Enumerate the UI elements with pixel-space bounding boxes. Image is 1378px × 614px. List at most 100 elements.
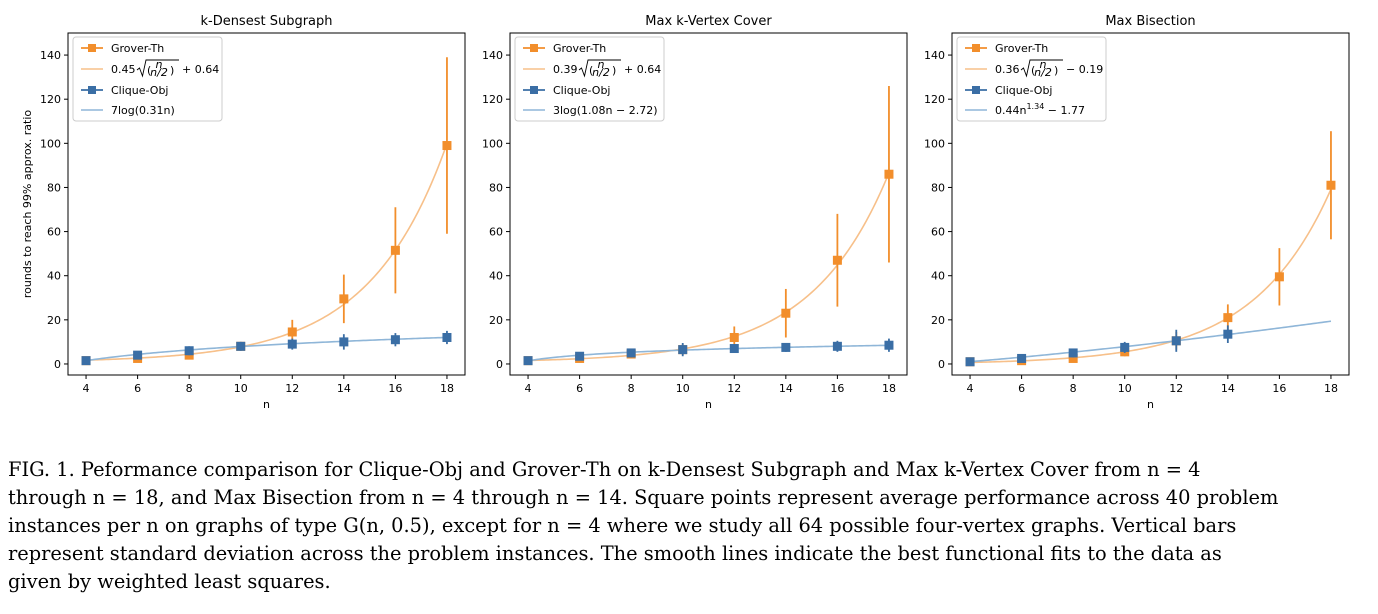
chart-panel: Max k-Vertex Cover 4 6 8 10 12 14 16 18 0 20 40 60 80…: [482, 14, 908, 411]
legend-swatch-marker: [88, 86, 96, 94]
fit-line: [86, 143, 448, 361]
data-point: [236, 341, 246, 351]
fit-line: [528, 172, 890, 362]
x-axis-label: n: [1147, 398, 1154, 411]
legend-box: [514, 36, 665, 122]
data-point: [626, 348, 636, 358]
legend-label: 3log(1.08n − 2.72): [553, 104, 658, 117]
y-tick-label: 40: [931, 270, 945, 283]
legend-label: 0.44n1.34 − 1.77: [995, 102, 1085, 117]
legend-label-paren: ): [170, 64, 174, 77]
data-point: [390, 245, 400, 255]
x-tick-label: 18: [440, 382, 454, 395]
data-point: [442, 141, 452, 151]
legend-label-paren: (: [147, 64, 151, 77]
figure-caption: FIG. 1. Peformance comparison for Clique…: [8, 456, 1364, 596]
figure-panels: k-Densest Subgraph 4 6 8 10 12 14 16 18 0 20 40 60 80…: [21, 14, 1350, 411]
x-tick-label: 16: [1272, 382, 1286, 395]
data-point: [1223, 313, 1233, 323]
legend-label-paren: ): [1054, 64, 1058, 77]
y-tick-label: 140: [40, 49, 61, 62]
y-tick-label: 140: [924, 49, 945, 62]
legend-label: Clique-Obj: [995, 84, 1053, 97]
legend-swatch-marker: [972, 44, 980, 52]
data-point: [1274, 272, 1284, 282]
fit-line: [85, 336, 447, 362]
x-tick-label: 4: [525, 382, 532, 395]
caption-line: given by weighted least squares.: [8, 570, 331, 593]
legend-label-binom-bottom: n/2: [1034, 66, 1052, 79]
y-tick-label: 120: [482, 93, 503, 106]
x-tick-label: 14: [1221, 382, 1235, 395]
y-tick-label: 80: [489, 181, 503, 194]
chart-panel: Max Bisection 4 6 8 10 12 14 16 18 0 20 40 60 80 100 12…: [924, 14, 1350, 411]
data-point: [133, 350, 143, 360]
sqrt-symbol: [136, 59, 179, 78]
x-tick-label: 10: [1118, 382, 1132, 395]
legend-swatch-marker: [530, 86, 538, 94]
y-tick-label: 0: [54, 358, 61, 371]
y-tick-label: 120: [40, 93, 61, 106]
x-tick-label: 12: [727, 382, 741, 395]
x-tick-label: 6: [1018, 382, 1025, 395]
chart-title: Max Bisection: [1105, 14, 1195, 29]
x-tick-label: 14: [779, 382, 793, 395]
y-tick-label: 60: [489, 226, 503, 239]
data-point: [339, 337, 349, 347]
data-point: [1068, 353, 1078, 363]
axes-frame: [951, 32, 1350, 376]
data-point: [965, 357, 975, 367]
data-point: [1171, 336, 1181, 346]
chart-panel: k-Densest Subgraph 4 6 8 10 12 14 16 18 0 20 40 60 80…: [21, 14, 466, 411]
y-tick-label: 0: [496, 358, 503, 371]
data-point: [575, 351, 585, 361]
y-tick-label: 60: [47, 226, 61, 239]
data-point: [729, 344, 739, 354]
data-point: [81, 356, 91, 366]
data-point: [884, 169, 894, 179]
data-point: [523, 356, 533, 366]
x-tick-label: 16: [388, 382, 402, 395]
y-tick-label: 0: [938, 358, 945, 371]
x-tick-label: 14: [337, 382, 351, 395]
y-tick-label: 20: [931, 314, 945, 327]
y-tick-label: 100: [924, 137, 945, 150]
data-point: [884, 340, 894, 350]
data-point: [781, 308, 791, 318]
y-tick-label: 100: [482, 137, 503, 150]
x-tick-label: 4: [967, 382, 974, 395]
chart-title: Max k-Vertex Cover: [645, 14, 772, 29]
legend-box: [72, 36, 223, 122]
x-axis-label: n: [705, 398, 712, 411]
legend-label-binom-top: n: [1040, 58, 1047, 71]
y-tick-label: 20: [489, 314, 503, 327]
legend-label-binom-bottom: n/2: [592, 66, 610, 79]
data-point: [832, 255, 842, 265]
data-point: [287, 327, 297, 337]
x-tick-label: 10: [676, 382, 690, 395]
fit-line: [969, 320, 1332, 363]
legend-label: + 0.64: [624, 63, 661, 76]
data-point: [832, 341, 842, 351]
legend-label: 7log(0.31n): [111, 104, 175, 117]
legend-label-paren: (: [589, 64, 593, 77]
data-point: [1223, 329, 1233, 339]
x-tick-label: 10: [234, 382, 248, 395]
data-point: [729, 332, 739, 342]
x-tick-label: 4: [83, 382, 90, 395]
axes-frame: [67, 32, 466, 376]
legend-box: [956, 36, 1107, 122]
y-tick-label: 100: [40, 137, 61, 150]
y-tick-label: 60: [931, 226, 945, 239]
caption-line: represent standard deviation across the …: [8, 542, 1222, 565]
legend-label-paren: (: [1031, 64, 1035, 77]
fit-line: [527, 344, 889, 362]
legend-label-binom-bottom: n/2: [150, 66, 168, 79]
x-tick-label: 12: [285, 382, 299, 395]
x-tick-label: 18: [882, 382, 896, 395]
data-point: [339, 294, 349, 304]
legend-label: 0.45: [111, 63, 136, 76]
sqrt-symbol: [578, 59, 621, 78]
y-tick-label: 140: [482, 49, 503, 62]
